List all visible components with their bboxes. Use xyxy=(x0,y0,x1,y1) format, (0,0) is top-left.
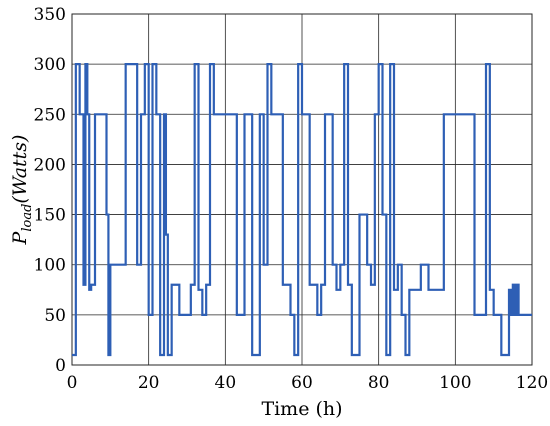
y-tick-label: 0 xyxy=(55,356,66,376)
x-tick-label: 80 xyxy=(368,373,390,393)
y-tick-label: 350 xyxy=(34,5,66,25)
x-tick-label: 20 xyxy=(138,373,160,393)
y-tick-label: 250 xyxy=(34,105,66,125)
load-power-series xyxy=(72,63,532,357)
x-tick-label: 40 xyxy=(215,373,237,393)
x-tick-labels: 0 20 40 60 80 100 120 xyxy=(67,373,549,393)
x-tick-label: 60 xyxy=(291,373,313,393)
y-axis-label-subscript: load xyxy=(20,204,35,232)
x-tick-label: 100 xyxy=(439,373,471,393)
y-tick-label: 150 xyxy=(34,206,66,226)
y-tick-label: 100 xyxy=(34,256,66,276)
x-tick-label: 120 xyxy=(516,373,548,393)
y-tick-label: 200 xyxy=(34,155,66,175)
x-axis-label: Time (h) xyxy=(261,398,342,420)
y-axis-label: Pload(Watts) xyxy=(9,135,35,246)
y-tick-label: 300 xyxy=(34,55,66,75)
y-axis-label-symbol: P xyxy=(9,230,31,245)
y-tick-labels: 0 50 100 150 200 250 300 350 xyxy=(34,5,66,376)
y-tick-label: 50 xyxy=(44,306,66,326)
y-axis-label-unit: (Watts) xyxy=(9,135,31,204)
x-tick-label: 0 xyxy=(67,373,78,393)
plot-frame xyxy=(71,13,533,366)
